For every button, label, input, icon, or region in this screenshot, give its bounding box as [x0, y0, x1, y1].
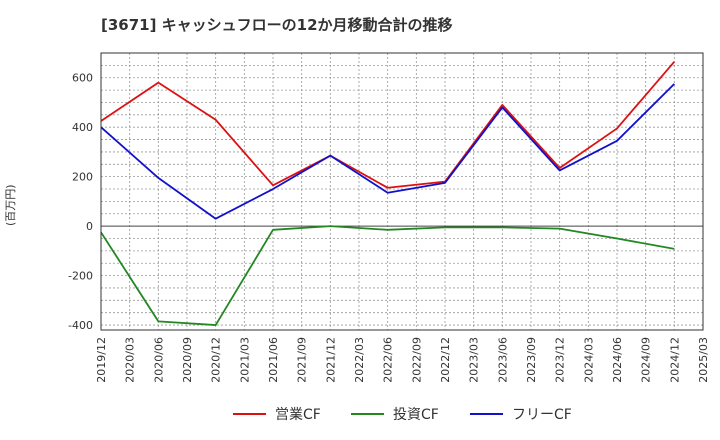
y-tick-label: 600: [72, 72, 93, 85]
y-tick-labels: -400 -200 0 200 400 600: [68, 72, 93, 332]
x-tick-label: 2023/12: [554, 337, 567, 383]
x-tick-label: 2022/06: [382, 337, 395, 383]
series-line-1: [100, 225, 675, 326]
x-tick-label: 2023/09: [525, 337, 538, 383]
y-tick-label: -200: [68, 270, 93, 283]
x-tick-label: 2020/09: [181, 337, 194, 383]
x-tick-label: 2024/06: [611, 337, 624, 383]
x-tick-label: 2022/03: [353, 337, 366, 383]
x-tick-label: 2020/03: [124, 337, 137, 383]
y-tick-label: 0: [86, 220, 93, 233]
chart-title: [3671] キャッシュフローの12か月移動合計の推移: [101, 16, 453, 34]
x-tick-label: 2024/03: [582, 337, 595, 383]
x-tick-label: 2020/06: [152, 337, 165, 383]
legend: 営業CF 投資CF フリーCF: [233, 407, 572, 423]
y-tick-label: 400: [72, 121, 93, 134]
x-tick-label: 2024/12: [668, 337, 681, 383]
legend-label-2: フリーCF: [512, 407, 572, 423]
x-tick-label: 2025/03: [697, 337, 710, 383]
x-tick-label: 2024/09: [640, 337, 653, 383]
x-tick-label: 2021/09: [296, 337, 309, 383]
x-tick-label: 2019/12: [95, 337, 108, 383]
series-line-2: [100, 83, 675, 220]
x-tick-label: 2022/12: [439, 337, 452, 383]
plot-frame: [100, 52, 704, 331]
x-tick-label: 2023/06: [496, 337, 509, 383]
y-tick-label: 200: [72, 171, 93, 184]
x-tick-label: 2020/12: [210, 337, 223, 383]
x-tick-label: 2021/03: [238, 337, 251, 383]
x-tick-labels: 2019/12 2020/03 2020/06 2020/09 2020/12 2021/…: [95, 337, 710, 383]
x-tick-label: 2023/03: [468, 337, 481, 383]
series-lines: [100, 61, 676, 326]
series-line-0: [100, 61, 676, 189]
x-tick-label: 2021/06: [267, 337, 280, 383]
y-tick-label: -400: [68, 319, 93, 332]
x-tick-label: 2021/12: [324, 337, 337, 383]
legend-label-0: 営業CF: [275, 407, 321, 423]
grid-lines: [100, 52, 704, 330]
x-tick-label: 2022/09: [410, 337, 423, 383]
legend-label-1: 投資CF: [393, 407, 439, 423]
